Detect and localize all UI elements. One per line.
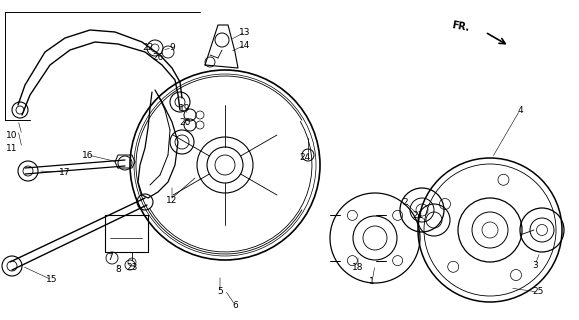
Text: 11: 11 (6, 143, 18, 153)
Text: 19: 19 (179, 103, 190, 113)
Text: 21: 21 (412, 211, 424, 220)
Text: 15: 15 (46, 276, 58, 284)
Text: FR.: FR. (450, 20, 470, 34)
Text: 10: 10 (6, 131, 18, 140)
Text: 4: 4 (517, 106, 523, 115)
Text: 13: 13 (239, 28, 251, 36)
Text: 7: 7 (107, 253, 113, 262)
Text: 26: 26 (152, 53, 164, 62)
Text: 8: 8 (115, 266, 121, 275)
Text: 22: 22 (142, 44, 153, 52)
Text: 5: 5 (217, 287, 223, 297)
Text: 3: 3 (532, 260, 538, 269)
Text: 12: 12 (166, 196, 178, 204)
Text: 24: 24 (299, 154, 310, 163)
Text: 2: 2 (402, 197, 408, 206)
Text: 16: 16 (82, 150, 94, 159)
Text: 23: 23 (126, 263, 138, 273)
Text: 1: 1 (369, 277, 375, 286)
Text: 17: 17 (59, 167, 71, 177)
Text: 25: 25 (532, 287, 544, 297)
Text: 20: 20 (179, 117, 190, 126)
Text: 9: 9 (169, 44, 175, 52)
Text: 6: 6 (232, 300, 238, 309)
Text: 18: 18 (352, 263, 364, 273)
Text: 14: 14 (239, 41, 251, 50)
